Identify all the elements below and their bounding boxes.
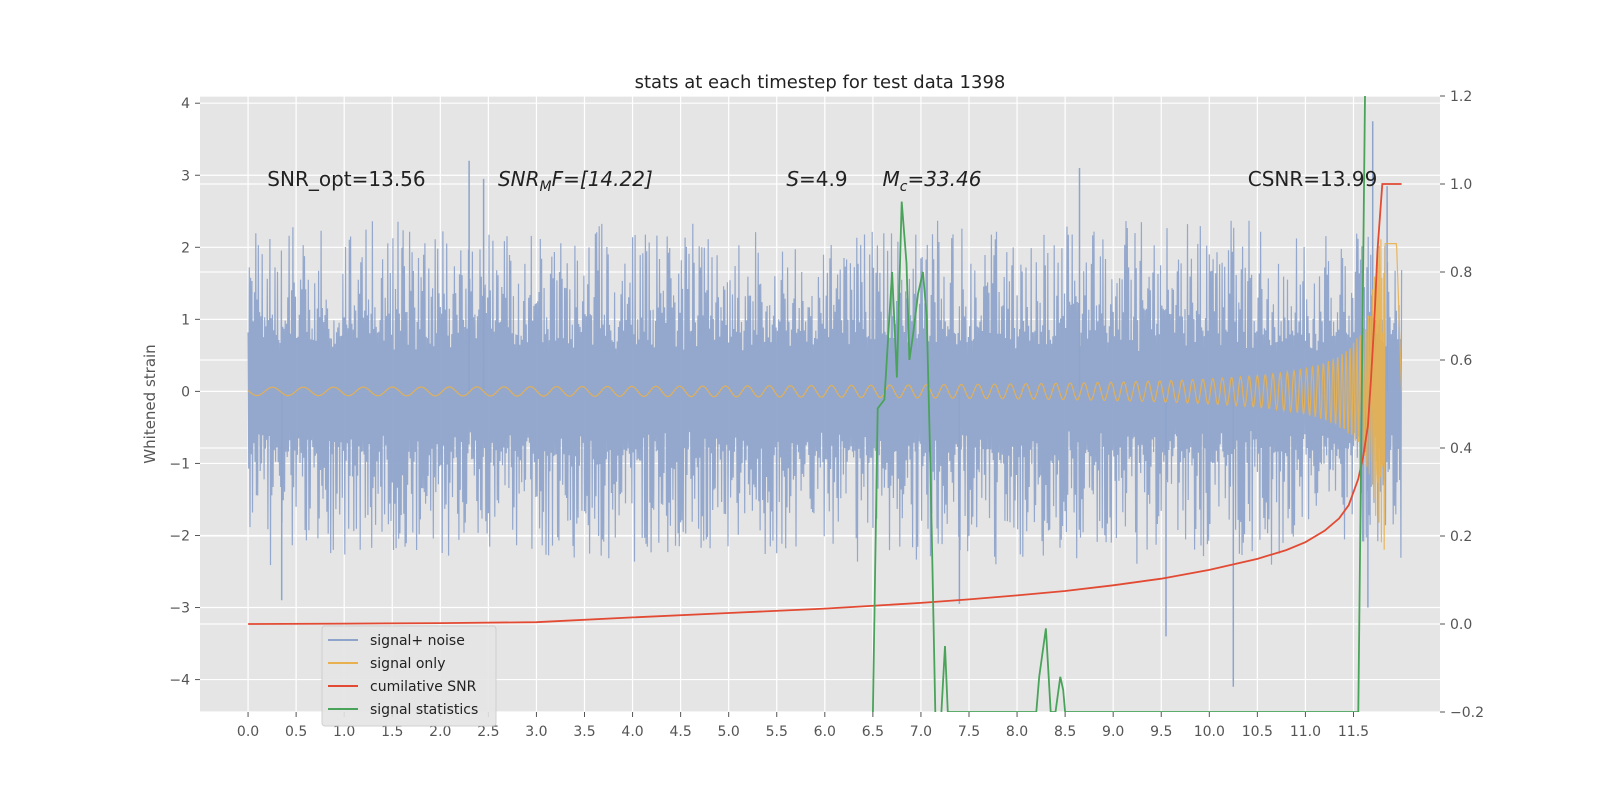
x-tick-label: 5.5 [766,724,788,740]
series-layer [247,96,1403,712]
legend-entry: cumilative SNR [370,679,477,695]
y-tick-label: −3 [169,601,190,617]
y2-tick-label: −0.2 [1450,705,1484,721]
y2-tick-label: 0.8 [1450,265,1472,281]
x-tick-label: 9.5 [1150,724,1172,740]
y2-tick-label: 0.0 [1450,617,1472,633]
annotations: SNR_opt=13.56 SNRMF=[14.22] S=4.9 Mc=33.46 C… [267,167,1377,195]
x-tick-label: 9.0 [1102,724,1124,740]
x-tick-label: 10.5 [1242,724,1273,740]
y-tick-label: −2 [169,528,190,544]
legend: signal+ noise signal only cumilative SNR si… [321,625,497,727]
y2-tick-label: 0.6 [1450,353,1472,369]
y2-tick-label: 1.2 [1450,89,1472,105]
x-tick-label: 0.5 [285,724,307,740]
y-axis-label: Whitened strain [141,344,159,463]
x-tick-label: 6.0 [814,724,836,740]
series-signal-only [247,239,1403,550]
y-tick-label: 0 [181,384,190,400]
y2-tick-label: 0.4 [1450,441,1472,457]
x-tick-label: 4.5 [669,724,691,740]
series-signal-noise-peaks [280,121,1388,687]
y-tick-label: 1 [181,312,190,328]
x-tick-label: 1.5 [381,724,403,740]
x-tick-label: 3.0 [525,724,547,740]
x-tick-label: 11.0 [1290,724,1321,740]
x-tick-label: 0.0 [237,724,259,740]
y-tick-label: 3 [181,168,190,184]
x-tick-label: 8.5 [1054,724,1076,740]
annotation-text: CSNR=13.99 [1248,167,1378,191]
chart-title: stats at each timestep for test data 139… [635,72,1006,93]
annotation-text: SNRMF=[14.22] [498,167,653,195]
x-tick-label: 5.0 [718,724,740,740]
series-signal-noise [247,220,1403,566]
x-tick-label: 2.0 [429,724,451,740]
x-tick-label: 11.5 [1338,724,1369,740]
x-tick-label: 3.5 [573,724,595,740]
annotation-text: Mc=33.46 [882,167,981,195]
x-tick-label: 1.0 [333,724,355,740]
legend-entry: signal only [370,656,445,672]
y2-tick-label: 0.2 [1450,529,1472,545]
series-cumilative-snr [248,183,1402,625]
y2-tick-label: 1.0 [1450,177,1472,193]
legend-box [321,625,497,727]
x-tick-label: 6.5 [862,724,884,740]
legend-entry: signal statistics [370,702,478,718]
y-tick-label: −4 [169,673,190,689]
y-tick-label: −1 [169,456,190,472]
y-tick-label: 2 [181,240,190,256]
x-tick-label: 8.0 [1006,724,1028,740]
y-tick-label: 4 [181,96,190,112]
annotation-text: SNR_opt=13.56 [267,167,425,191]
x-tick-label: 7.5 [958,724,980,740]
x-tick-label: 2.5 [477,724,499,740]
legend-entry: signal+ noise [370,633,465,649]
series-signal-statistics [872,96,1366,712]
axes: 0.0 0.5 1.0 1.5 2.0 2.5 3.0 3.5 4.0 4.5 5.0 5.5 6.0 6… [169,89,1484,740]
annotation-text: S=4.9 [786,167,847,191]
x-tick-label: 4.0 [621,724,643,740]
x-tick-label: 7.0 [910,724,932,740]
x-tick-label: 10.0 [1194,724,1225,740]
